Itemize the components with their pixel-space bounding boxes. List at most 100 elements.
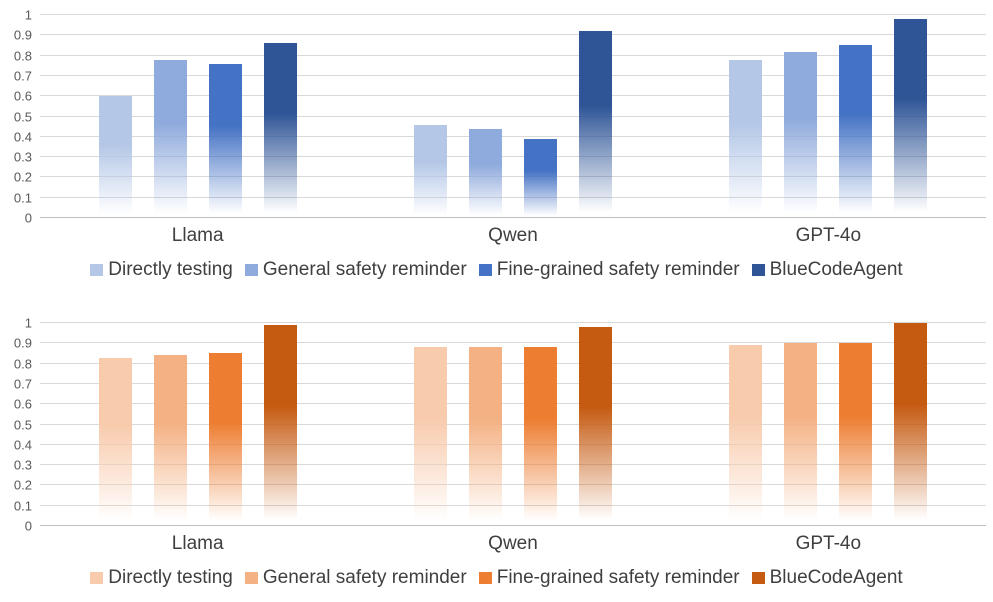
y-axis-tick-label: 0.2 <box>13 477 32 493</box>
y-axis-tick-label: 0.5 <box>13 109 32 124</box>
bar <box>263 43 297 218</box>
bar <box>98 96 132 218</box>
legend-swatch-icon <box>478 264 492 276</box>
bar <box>894 19 928 218</box>
legend-swatch-icon <box>478 572 492 584</box>
category-axis-orange: Llama Qwen GPT-4o <box>40 532 986 556</box>
bar <box>208 63 242 218</box>
bar-group-gpt-4o <box>671 323 986 526</box>
y-axis-tick-label: 1 <box>24 315 32 331</box>
bar <box>98 357 132 526</box>
bar <box>413 124 447 218</box>
chart-orange-safety: 0 0.1 0.2 0.3 0.4 0.5 0.6 0.7 0.8 0.9 1 Llama Qwen G… <box>0 317 993 590</box>
legend-item: Directly testing <box>90 566 233 590</box>
legend-label: General safety reminder <box>262 567 467 588</box>
y-axis-tick-label: 0.8 <box>13 356 32 372</box>
gridline <box>40 74 986 76</box>
y-axis-tick-label: 0.2 <box>13 169 32 185</box>
gridline <box>40 14 986 15</box>
gridline <box>40 34 986 36</box>
y-axis-tick-label: 0.4 <box>13 437 32 453</box>
bar-group-qwen <box>355 323 670 526</box>
y-axis-tick-label: 0.5 <box>13 417 32 432</box>
category-label: Llama <box>171 225 224 246</box>
category-label: Llama <box>171 533 224 554</box>
bar <box>153 355 187 526</box>
gridline <box>40 54 986 56</box>
bar <box>784 343 818 526</box>
bar <box>523 138 557 218</box>
category-label: GPT-4o <box>795 533 862 554</box>
gridline <box>40 156 986 158</box>
legend-swatch-icon <box>751 572 765 584</box>
legend-swatch-icon <box>751 264 765 276</box>
gridline <box>40 342 986 344</box>
y-axis-tick-label: 0.4 <box>13 129 32 145</box>
chart-blue-safety: 0 0.1 0.2 0.3 0.4 0.5 0.6 0.7 0.8 0.9 1 Llama Qwen G… <box>0 0 993 282</box>
gridline <box>40 484 986 486</box>
legend-swatch-icon <box>90 264 104 276</box>
category-axis-blue: Llama Qwen GPT-4o <box>40 224 986 248</box>
y-axis-tick-label: 0.3 <box>13 149 32 165</box>
y-axis-tick-label: 1 <box>24 7 32 23</box>
gridline <box>40 95 986 97</box>
bar-group-llama <box>40 323 355 526</box>
legend-orange: Directly testing General safety reminder F… <box>0 566 993 590</box>
plot-area-orange: 0 0.1 0.2 0.3 0.4 0.5 0.6 0.7 0.8 0.9 1 <box>14 317 986 533</box>
gridline <box>40 443 986 445</box>
gridline <box>40 403 986 405</box>
y-axis-tick-label: 0.7 <box>13 376 32 392</box>
gridline <box>40 423 986 425</box>
bar-group-llama <box>40 15 355 218</box>
y-axis-tick-label: 0.1 <box>13 190 32 206</box>
legend-label: General safety reminder <box>262 259 467 280</box>
bar <box>784 51 818 218</box>
gridline <box>40 176 986 178</box>
bar <box>839 45 873 218</box>
legend-label: Fine-grained safety reminder <box>496 567 740 588</box>
legend-swatch-icon <box>244 264 258 276</box>
y-axis-tick-label: 0 <box>24 210 32 226</box>
gridline <box>40 217 986 218</box>
legend-item: Directly testing <box>90 258 233 282</box>
bar <box>578 327 612 526</box>
legend-swatch-icon <box>244 572 258 584</box>
y-axis-tick-label: 0.1 <box>13 498 32 514</box>
category-label: Qwen <box>488 533 538 554</box>
bar <box>153 59 187 218</box>
bar-group-qwen <box>355 15 670 218</box>
legend-label: Directly testing <box>108 259 233 280</box>
legend-label: BlueCodeAgent <box>769 567 903 588</box>
bar <box>578 31 612 218</box>
bar <box>468 347 502 526</box>
plot-area-blue: 0 0.1 0.2 0.3 0.4 0.5 0.6 0.7 0.8 0.9 1 <box>14 9 986 225</box>
y-axis-tick-label: 0 <box>24 518 32 534</box>
bar <box>729 59 763 218</box>
bar-group-gpt-4o <box>671 15 986 218</box>
bar-groups <box>40 15 986 218</box>
gridline <box>40 196 986 198</box>
legend-item: BlueCodeAgent <box>751 258 903 282</box>
legend-label: Directly testing <box>108 567 233 588</box>
y-axis-tick-label: 0.7 <box>13 68 32 84</box>
bar <box>839 343 873 526</box>
legend-item: General safety reminder <box>244 566 467 590</box>
bar <box>208 353 242 526</box>
bar <box>413 347 447 526</box>
gridline <box>40 504 986 506</box>
legend-label: Fine-grained safety reminder <box>496 259 740 280</box>
y-axis-tick-label: 0.6 <box>13 396 32 412</box>
gridline <box>40 115 986 117</box>
y-axis-tick-label: 0.8 <box>13 48 32 64</box>
bar <box>523 347 557 526</box>
bar <box>894 323 928 526</box>
legend-label: BlueCodeAgent <box>769 259 903 280</box>
gridline <box>40 382 986 384</box>
category-label: Qwen <box>488 225 538 246</box>
bar <box>729 345 763 526</box>
y-axis-tick-label: 0.3 <box>13 457 32 473</box>
gridline <box>40 322 986 323</box>
legend-item: Fine-grained safety reminder <box>478 258 740 282</box>
legend-item: General safety reminder <box>244 258 467 282</box>
